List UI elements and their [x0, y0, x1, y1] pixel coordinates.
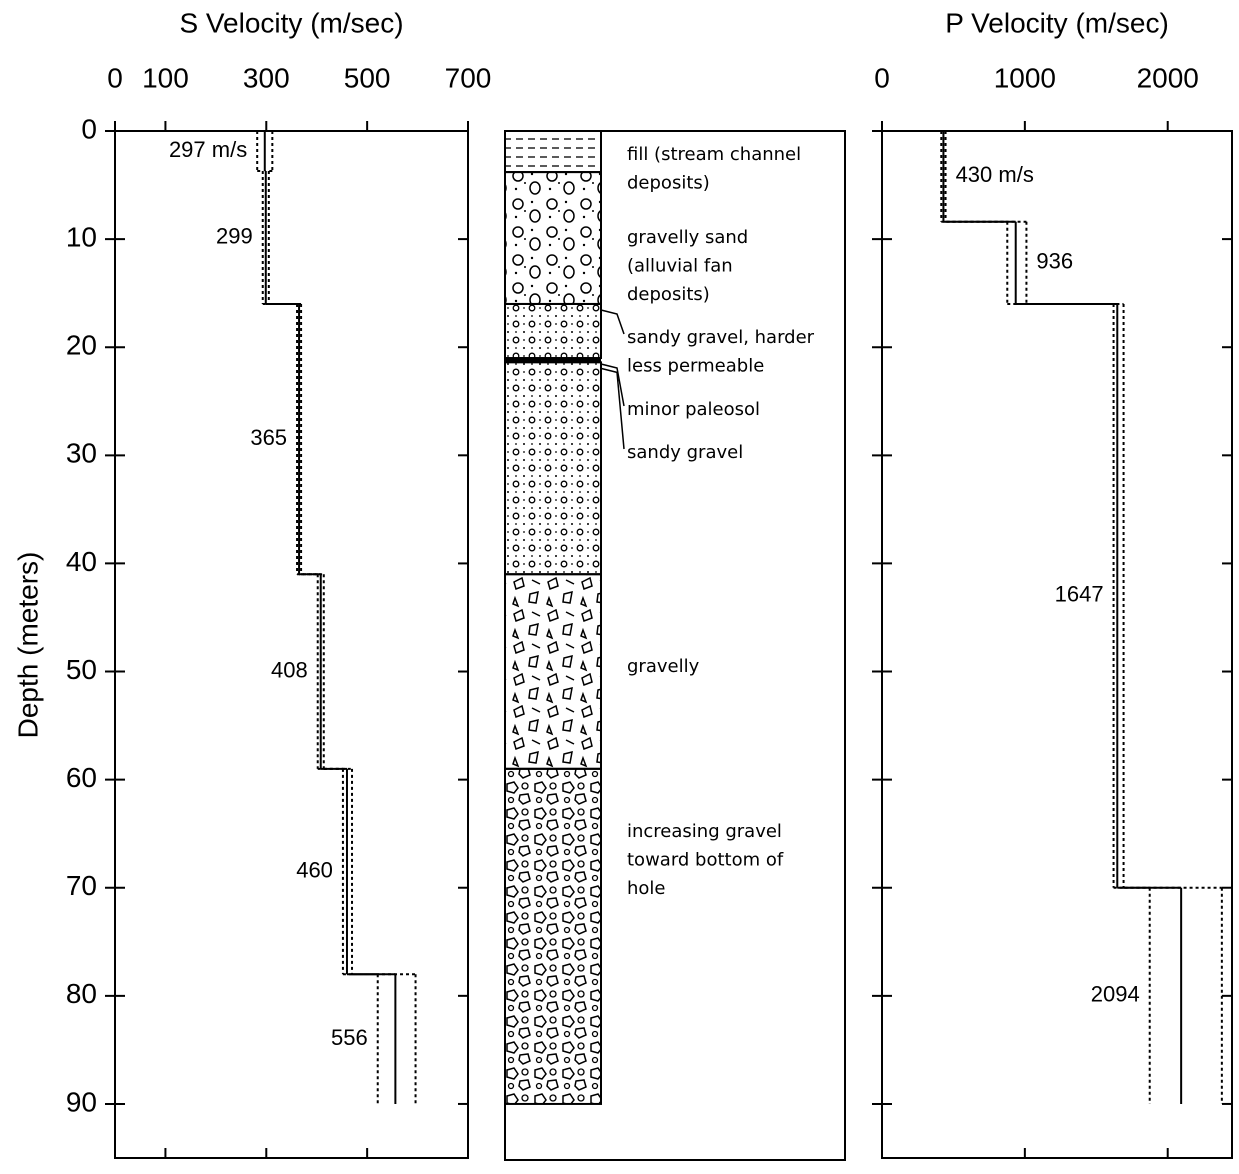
- lithology-layer: [504, 767, 602, 1105]
- value-label: 299: [216, 223, 253, 248]
- x-tick-label: 500: [344, 62, 391, 93]
- lithology-label: fill (stream channel: [627, 144, 801, 165]
- y-axis-title: Depth (meters): [12, 552, 43, 739]
- y-tick-label: 0: [81, 113, 97, 144]
- axis-title: P Velocity (m/sec): [945, 7, 1169, 38]
- leader-line: [600, 367, 625, 450]
- lithology-label: deposits): [627, 173, 710, 194]
- lithology-label: gravelly sand: [627, 227, 748, 248]
- y-tick-label: 40: [66, 546, 97, 577]
- y-tick-label: 30: [66, 438, 97, 469]
- plot-frame: [881, 130, 1233, 1159]
- lithology-layer: [504, 171, 602, 305]
- value-label: 365: [250, 425, 287, 450]
- lithology-label: deposits): [627, 284, 710, 305]
- y-tick-label: 20: [66, 330, 97, 361]
- lithology-layer: [504, 361, 602, 576]
- x-tick-label: 1000: [994, 62, 1056, 93]
- lithology-label: gravelly: [627, 656, 700, 677]
- value-label: 1647: [1055, 582, 1104, 607]
- x-tick-label: 700: [445, 62, 492, 93]
- lithology-label: minor paleosol: [627, 399, 760, 420]
- plot-frame: [114, 130, 469, 1159]
- value-label: 408: [271, 657, 308, 682]
- lithology-label: hole: [627, 878, 666, 899]
- value-label: 430 m/s: [956, 162, 1034, 187]
- value-label: 936: [1036, 249, 1073, 274]
- value-label: 460: [296, 857, 333, 882]
- lithology-label: increasing gravel: [627, 821, 782, 842]
- x-tick-label: 300: [243, 62, 290, 93]
- axis-title: S Velocity (m/sec): [179, 7, 403, 38]
- x-tick-label: 0: [874, 62, 890, 93]
- value-label: 297 m/s: [169, 137, 247, 162]
- value-label: 2094: [1091, 982, 1140, 1007]
- x-tick-label: 2000: [1137, 62, 1199, 93]
- paleosol-layer: [505, 358, 601, 363]
- lithology-label: less permeable: [627, 356, 764, 377]
- lithology-label: toward bottom of: [627, 850, 784, 871]
- lithology-label: (alluvial fan: [627, 256, 733, 277]
- lithology-label: sandy gravel: [627, 442, 743, 463]
- lithology-layer: [504, 130, 602, 174]
- y-tick-label: 80: [66, 978, 97, 1009]
- x-tick-label: 100: [142, 62, 189, 93]
- value-label: 556: [331, 1025, 368, 1050]
- y-tick-label: 70: [66, 870, 97, 901]
- y-tick-label: 50: [66, 654, 97, 685]
- lithology-layer: [504, 573, 602, 770]
- leader-line: [600, 363, 625, 407]
- lithology-label: sandy gravel, harder: [627, 327, 815, 348]
- leader-line: [600, 309, 625, 335]
- x-tick-label: 0: [107, 62, 123, 93]
- lithology-layer: [504, 302, 602, 360]
- y-tick-label: 10: [66, 221, 97, 252]
- y-tick-label: 90: [66, 1086, 97, 1117]
- y-tick-label: 60: [66, 762, 97, 793]
